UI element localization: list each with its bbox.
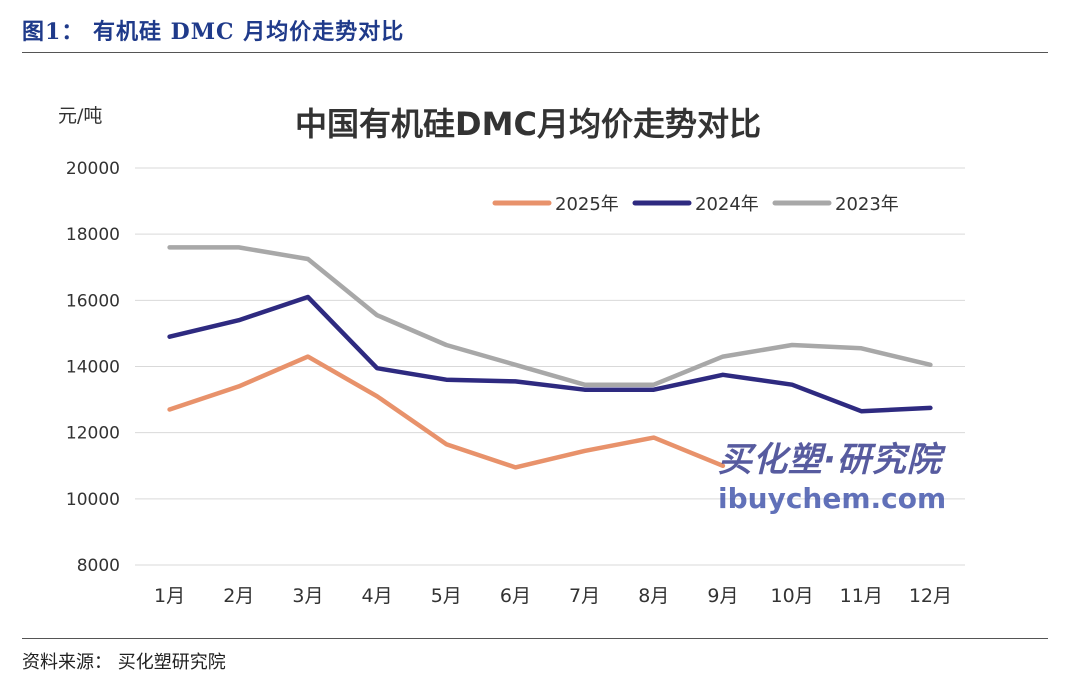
x-tick-label: 5月 [431, 585, 462, 607]
series-lines [167, 245, 933, 467]
series-line-2024年 [167, 294, 933, 414]
line-chart: 中国有机硅DMC月均价走势对比 元/吨 8000 10000 12000 14000 1… [58, 105, 965, 607]
x-tick-label: 1月 [154, 585, 185, 607]
x-tick-labels: 1月 2月 3月 4月 5月 6月 7月 8月 9月 10月 11月 12月 [154, 585, 952, 607]
header-rule [22, 52, 1048, 53]
y-tick-label: 18000 [66, 225, 120, 245]
x-tick-label: 8月 [638, 585, 669, 607]
watermark-cn: 买化塑·研究院 [718, 440, 942, 480]
x-tick-label: 3月 [292, 585, 323, 607]
figure-title: 图1： 有机硅 DMC 月均价走势对比 [22, 19, 405, 45]
y-tick-labels: 8000 10000 12000 14000 16000 18000 20000 [66, 159, 120, 576]
series-line-2023年 [167, 245, 933, 387]
chart-title: 中国有机硅DMC月均价走势对比 [295, 105, 761, 143]
x-tick-label: 9月 [707, 585, 738, 607]
x-tick-label: 2月 [223, 585, 254, 607]
x-tick-label: 4月 [362, 585, 393, 607]
source-note: 资料来源： 买化塑研究院 [22, 652, 226, 673]
x-tick-label: 7月 [569, 585, 600, 607]
footer-rule [22, 638, 1048, 639]
legend-label: 2024年 [695, 194, 759, 215]
x-tick-label: 6月 [500, 585, 531, 607]
legend-label: 2023年 [835, 194, 899, 215]
y-tick-label: 10000 [66, 490, 120, 510]
x-tick-label: 12月 [909, 585, 952, 607]
x-tick-label: 10月 [770, 585, 813, 607]
y-tick-label: 12000 [66, 424, 120, 444]
gridlines [135, 167, 965, 566]
y-tick-label: 14000 [66, 358, 120, 378]
legend: 2025年 2024年 2023年 [492, 194, 899, 215]
watermark-en: ibuychem.com [718, 482, 947, 515]
y-axis-unit-label: 元/吨 [58, 105, 102, 127]
x-tick-label: 11月 [840, 585, 883, 607]
y-tick-label: 16000 [66, 291, 120, 311]
y-tick-label: 8000 [77, 556, 120, 576]
y-tick-label: 20000 [66, 159, 120, 179]
legend-label: 2025年 [555, 194, 619, 215]
